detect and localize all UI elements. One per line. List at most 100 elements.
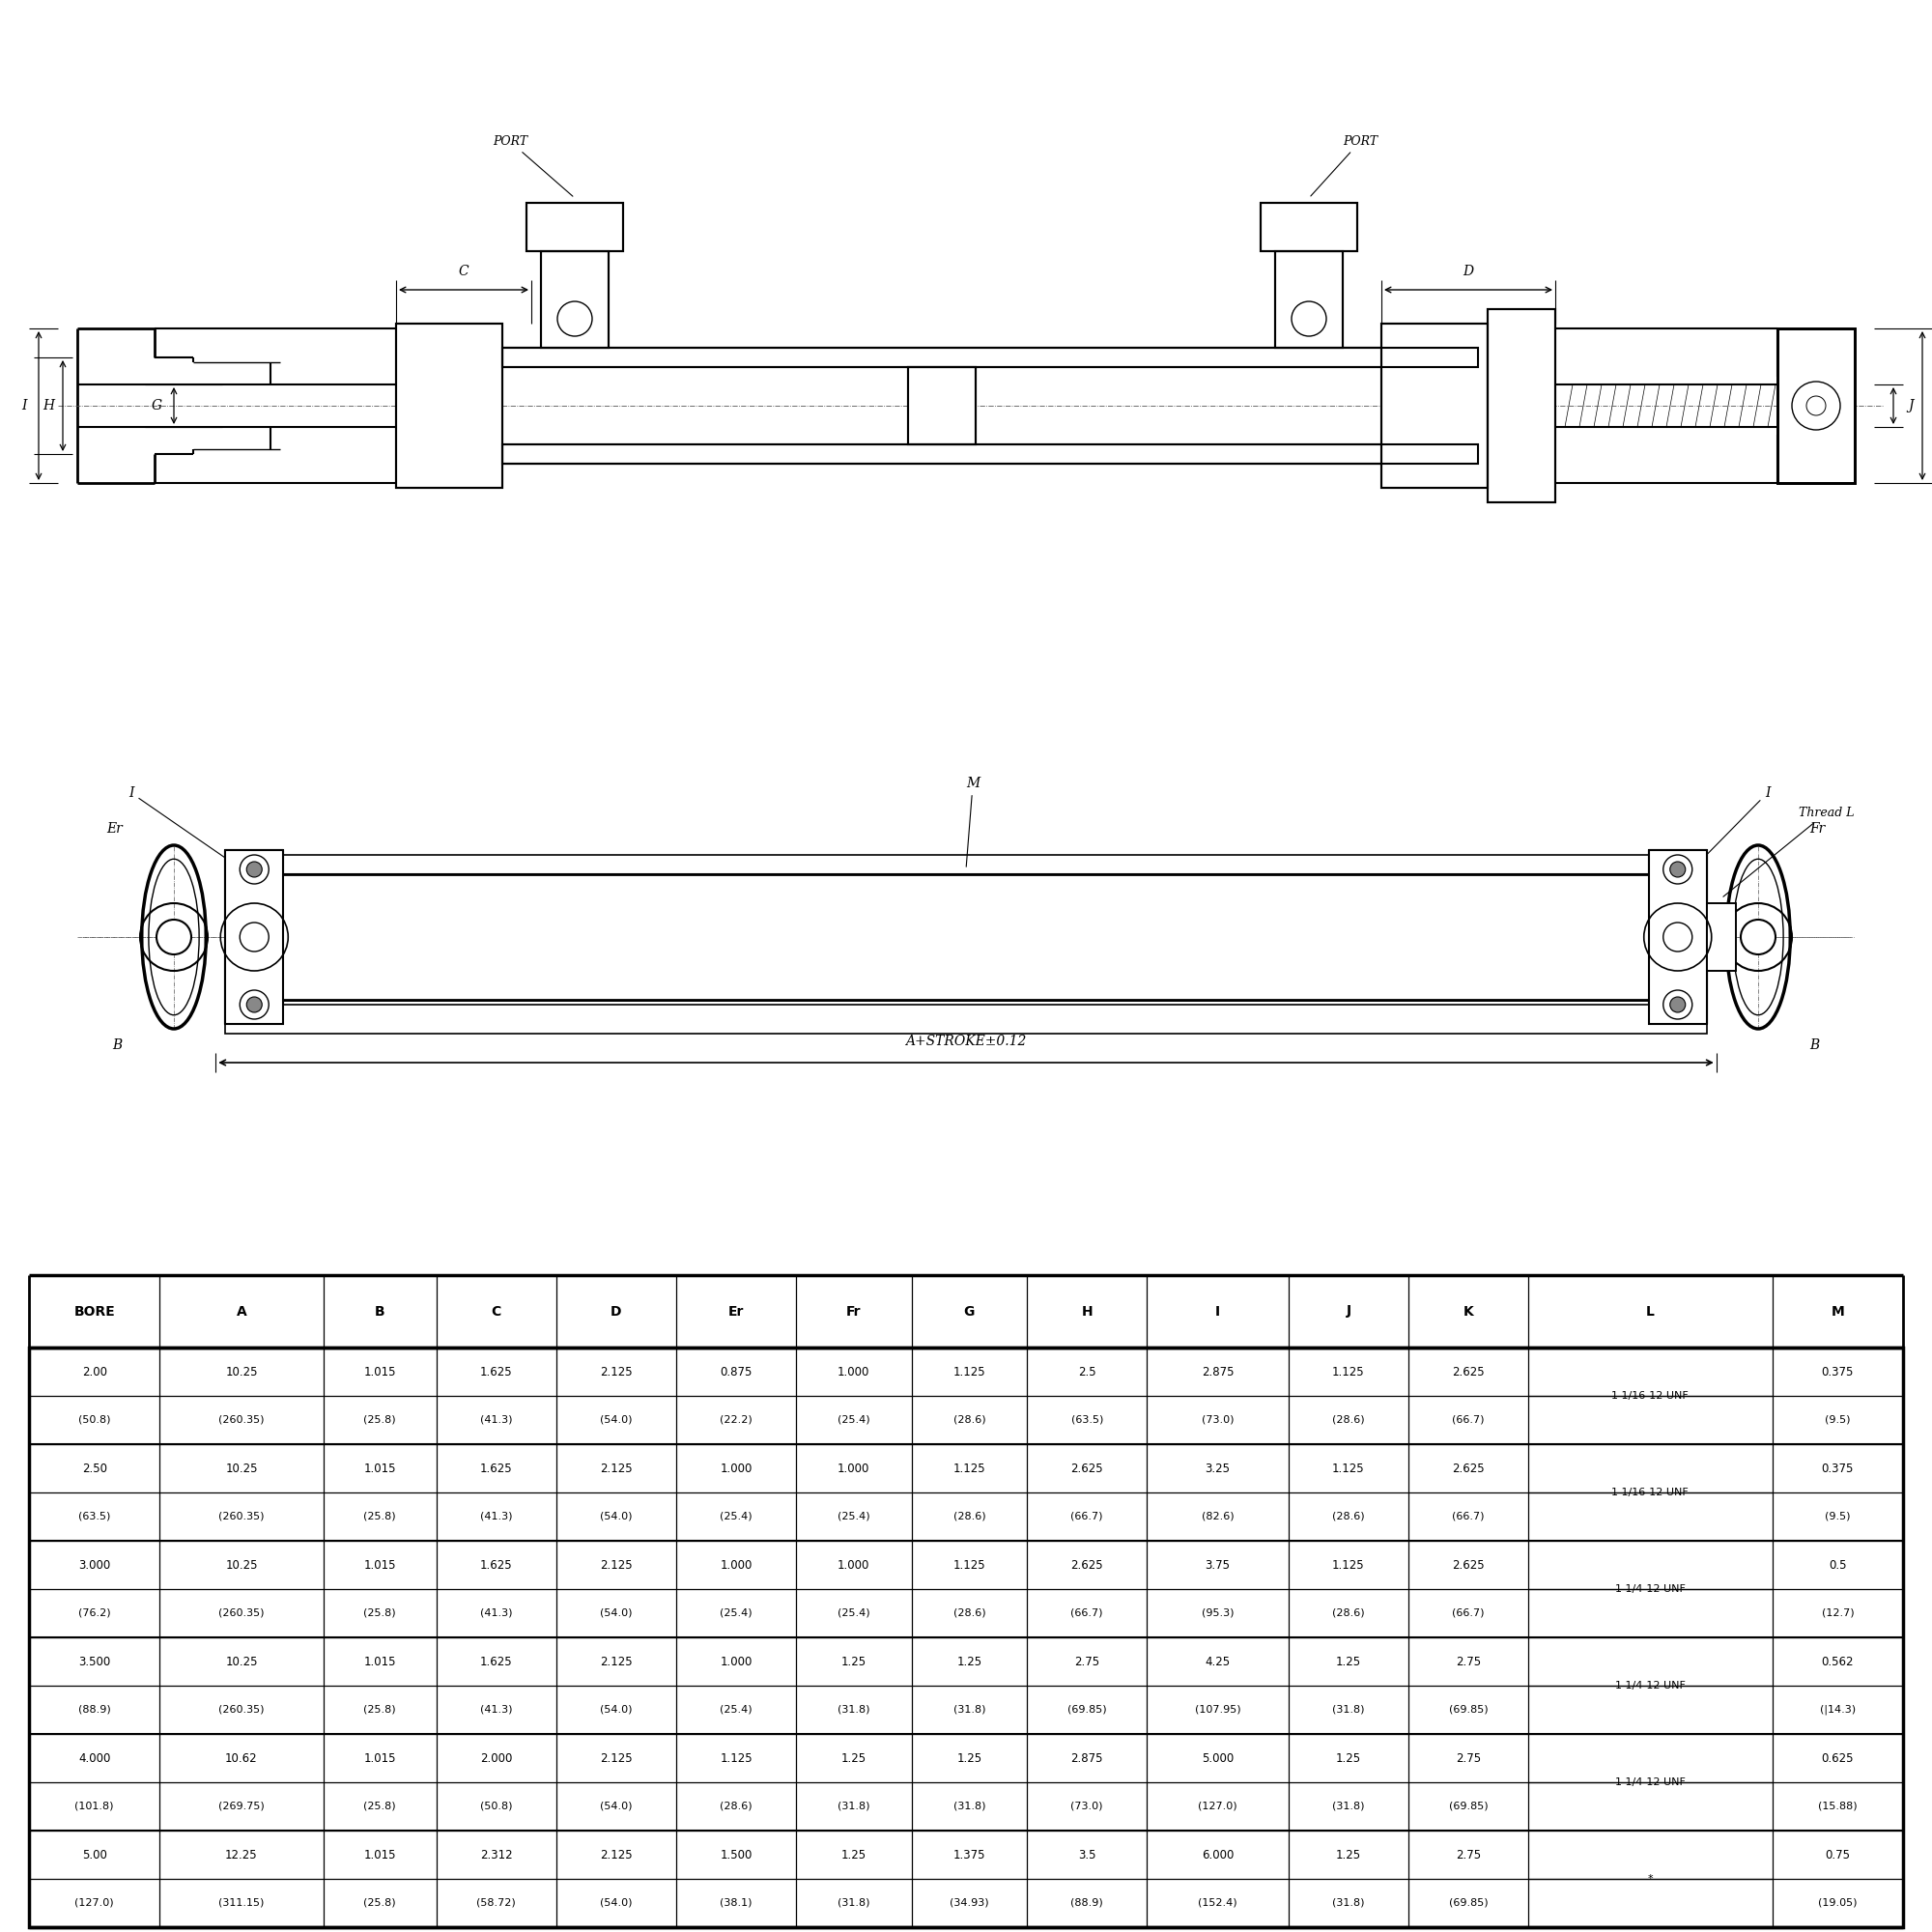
Text: I: I (21, 400, 27, 413)
Text: (25.8): (25.8) (363, 1704, 396, 1716)
Text: 1.25: 1.25 (956, 1752, 981, 1764)
Text: J: J (1347, 1304, 1350, 1318)
Text: 2.75: 2.75 (1455, 1849, 1482, 1861)
Text: (76.2): (76.2) (77, 1607, 110, 1619)
Text: 1.625: 1.625 (481, 1463, 512, 1474)
Text: 1.000: 1.000 (721, 1463, 752, 1474)
Bar (226, 1005, 1706, 1034)
Text: (25.4): (25.4) (721, 1607, 752, 1619)
Text: 12.25: 12.25 (226, 1849, 257, 1861)
Text: (50.8): (50.8) (77, 1414, 110, 1426)
Text: (66.7): (66.7) (1453, 1511, 1484, 1522)
Bar (502, 444, 1478, 464)
Text: 1.015: 1.015 (363, 1849, 396, 1861)
Text: 1 1/4-12 UNF: 1 1/4-12 UNF (1615, 1681, 1685, 1690)
Circle shape (1669, 862, 1685, 877)
Text: PORT: PORT (1310, 135, 1378, 195)
Text: 1.015: 1.015 (363, 1752, 396, 1764)
Text: (25.4): (25.4) (838, 1607, 869, 1619)
Text: H: H (43, 400, 54, 413)
Text: (25.8): (25.8) (363, 1414, 396, 1426)
Text: (88.9): (88.9) (77, 1704, 110, 1716)
Text: 0.875: 0.875 (721, 1366, 752, 1378)
Text: (38.1): (38.1) (721, 1897, 752, 1909)
Text: 0.375: 0.375 (1822, 1366, 1855, 1378)
Text: (31.8): (31.8) (952, 1801, 985, 1812)
Text: (25.4): (25.4) (838, 1511, 869, 1522)
Text: BORE: BORE (73, 1304, 116, 1318)
Bar (1706, 904, 1735, 970)
Text: 2.875: 2.875 (1070, 1752, 1103, 1764)
Text: 2.625: 2.625 (1453, 1463, 1484, 1474)
Text: (31.8): (31.8) (952, 1704, 985, 1716)
Text: (|14.3): (|14.3) (1820, 1704, 1855, 1716)
Text: (25.8): (25.8) (363, 1511, 396, 1522)
Text: 2.312: 2.312 (481, 1849, 512, 1861)
Bar (1260, 203, 1356, 251)
Text: (25.4): (25.4) (721, 1511, 752, 1522)
Text: 3.5: 3.5 (1078, 1849, 1095, 1861)
Text: 1.015: 1.015 (363, 1366, 396, 1378)
Text: (22.2): (22.2) (721, 1414, 752, 1426)
Bar (908, 367, 976, 444)
Text: 2.125: 2.125 (601, 1463, 632, 1474)
Text: K: K (1463, 1304, 1474, 1318)
Text: I: I (129, 786, 232, 864)
Text: (12.7): (12.7) (1822, 1607, 1855, 1619)
Text: Fr: Fr (1810, 823, 1826, 835)
Text: 0.75: 0.75 (1826, 1849, 1851, 1861)
Text: (19.05): (19.05) (1818, 1897, 1857, 1909)
Text: 1.500: 1.500 (721, 1849, 752, 1861)
Bar (1275, 251, 1343, 348)
Circle shape (1793, 383, 1839, 431)
Text: (54.0): (54.0) (601, 1414, 632, 1426)
Text: H: H (1082, 1304, 1094, 1318)
Text: L: L (1646, 1304, 1654, 1318)
Circle shape (240, 989, 269, 1020)
Text: (73.0): (73.0) (1202, 1414, 1235, 1426)
Text: (25.4): (25.4) (721, 1704, 752, 1716)
Text: Er: Er (106, 823, 122, 835)
Bar (1381, 323, 1488, 487)
Bar (541, 251, 609, 348)
Text: (58.72): (58.72) (477, 1897, 516, 1909)
Text: 1.25: 1.25 (1335, 1752, 1360, 1764)
Text: (127.0): (127.0) (1198, 1801, 1236, 1812)
Text: 2.125: 2.125 (601, 1752, 632, 1764)
Text: (69.85): (69.85) (1066, 1704, 1107, 1716)
Text: 0.562: 0.562 (1822, 1656, 1855, 1667)
Text: (54.0): (54.0) (601, 1511, 632, 1522)
Text: 1.625: 1.625 (481, 1559, 512, 1571)
Bar (1488, 309, 1555, 502)
Text: (28.6): (28.6) (721, 1801, 752, 1812)
Text: I: I (1698, 786, 1770, 864)
Text: Thread L: Thread L (1723, 808, 1855, 896)
Circle shape (1663, 854, 1692, 885)
Text: G: G (151, 400, 162, 413)
Text: 0.625: 0.625 (1822, 1752, 1855, 1764)
Text: 2.75: 2.75 (1455, 1752, 1482, 1764)
Text: 4.000: 4.000 (77, 1752, 110, 1764)
Text: 1.125: 1.125 (1333, 1463, 1364, 1474)
Text: 1 1/4-12 UNF: 1 1/4-12 UNF (1615, 1584, 1685, 1594)
Bar (541, 251, 609, 348)
Text: Er: Er (728, 1304, 744, 1318)
Text: 2.625: 2.625 (1070, 1463, 1103, 1474)
Circle shape (1663, 989, 1692, 1020)
Text: 2.00: 2.00 (81, 1366, 106, 1378)
Text: B: B (375, 1304, 384, 1318)
Text: (28.6): (28.6) (1333, 1414, 1364, 1426)
Text: 10.25: 10.25 (226, 1463, 257, 1474)
Text: 1.125: 1.125 (952, 1463, 985, 1474)
Text: (69.85): (69.85) (1449, 1801, 1488, 1812)
Text: 2.625: 2.625 (1453, 1366, 1484, 1378)
Text: 1.25: 1.25 (956, 1656, 981, 1667)
Bar (1648, 850, 1706, 1024)
Text: 1.25: 1.25 (1335, 1656, 1360, 1667)
Text: 1 1/4-12 UNF: 1 1/4-12 UNF (1615, 1777, 1685, 1787)
Text: 10.25: 10.25 (226, 1656, 257, 1667)
Bar (226, 850, 284, 1024)
Text: (107.95): (107.95) (1194, 1704, 1240, 1716)
Text: 2.5: 2.5 (1078, 1366, 1095, 1378)
Text: 10.25: 10.25 (226, 1559, 257, 1571)
